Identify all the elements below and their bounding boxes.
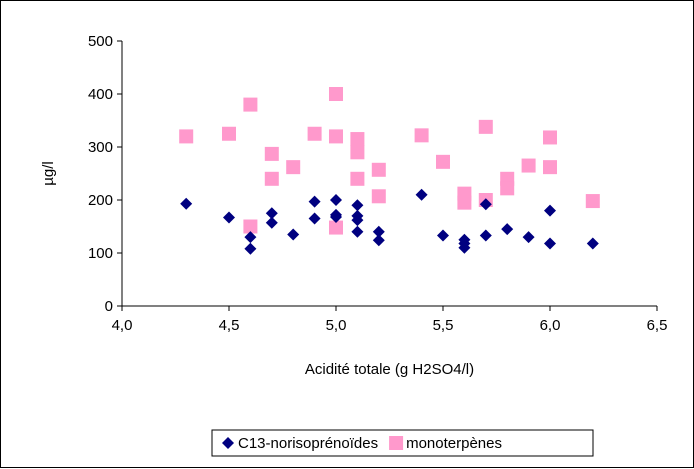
square-point: [457, 195, 472, 210]
diamond-point: [330, 194, 342, 206]
diamond-point: [372, 225, 385, 238]
square-point: [414, 128, 429, 143]
diamond-point: [458, 241, 471, 254]
y-ticks: 0 100 200 300 400 500: [88, 33, 122, 315]
diamond-point: [522, 231, 535, 244]
diamond-point: [244, 242, 257, 255]
y-axis-title: µg/l: [40, 161, 57, 186]
square-point: [371, 162, 386, 177]
x-tick-label: 5,0: [326, 317, 347, 334]
y-tick-label: 0: [105, 298, 113, 315]
square-point: [179, 129, 194, 144]
square-point: [543, 130, 557, 145]
x-tick-label: 4,5: [219, 317, 240, 334]
diamond-point: [351, 225, 364, 238]
x-tick-label: 4,0: [112, 317, 133, 334]
diamond-point: [544, 237, 556, 250]
square-point: [521, 158, 536, 173]
diamond-point: [351, 199, 364, 212]
square-point: [371, 189, 386, 204]
square-point: [264, 146, 279, 161]
diamond-point: [180, 197, 193, 210]
diamond-point: [479, 229, 492, 242]
y-tick-label: 300: [88, 139, 113, 156]
y-tick-label: 500: [88, 33, 113, 50]
series-diamond: [180, 188, 599, 255]
diamond-point: [479, 198, 492, 211]
square-point: [329, 220, 343, 235]
axes: [121, 41, 657, 307]
square-point: [329, 87, 343, 101]
diamond-point: [330, 210, 342, 223]
legend-square-icon: [389, 436, 404, 450]
legend-diamond-icon: [222, 437, 234, 449]
x-axis-title: Acidité totale (g H2SO4/l): [305, 361, 474, 378]
diamond-point: [244, 231, 257, 244]
legend-label: C13-norisoprénoïdes: [238, 435, 378, 452]
legend: C13-norisoprénoïdes monoterpènes: [211, 429, 594, 457]
y-tick-label: 400: [88, 86, 113, 103]
diamond-point: [501, 223, 514, 236]
diamond-point: [287, 228, 300, 241]
diamond-point: [265, 207, 278, 220]
square-point: [243, 97, 258, 112]
square-point: [350, 132, 365, 147]
square-point: [243, 219, 258, 234]
diamond-point: [351, 214, 364, 227]
legend-label: monoterpènes: [406, 435, 502, 452]
diamond-point: [223, 211, 235, 224]
data-points: [179, 87, 600, 255]
square-point: [264, 171, 279, 186]
x-tick-label: 6,0: [540, 317, 561, 334]
square-point: [585, 194, 600, 209]
series-square: [179, 87, 600, 235]
diamond-point: [415, 188, 428, 201]
square-point: [478, 119, 493, 134]
square-point: [222, 126, 236, 141]
diamond-point: [265, 216, 278, 229]
square-point: [286, 160, 301, 175]
diamond-point: [308, 195, 321, 208]
y-tick-label: 100: [88, 245, 113, 262]
square-point: [350, 171, 365, 186]
diamond-point: [586, 237, 599, 250]
x-ticks: 4,0 4,5 5,0 5,5 6,0 6,5: [112, 306, 668, 334]
square-point: [543, 160, 557, 175]
x-tick-label: 5,5: [433, 317, 454, 334]
diamond-point: [544, 204, 556, 217]
diamond-point: [437, 229, 449, 242]
square-point: [436, 154, 450, 169]
square-point: [307, 126, 322, 141]
diamond-point: [372, 234, 385, 247]
square-point: [329, 129, 343, 144]
square-point: [500, 181, 515, 196]
square-point: [350, 145, 365, 160]
x-tick-label: 6,5: [647, 317, 668, 334]
y-tick-label: 200: [88, 192, 113, 209]
diamond-point: [308, 212, 321, 225]
